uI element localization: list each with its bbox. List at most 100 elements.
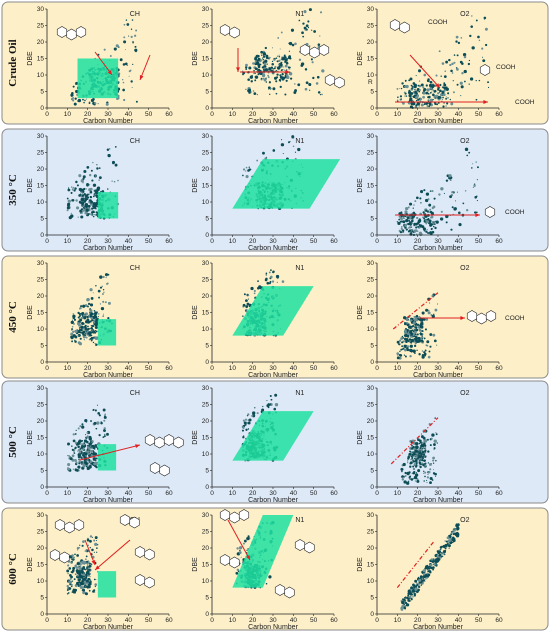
data-point [463, 55, 467, 59]
data-point [405, 604, 407, 607]
data-point [408, 226, 412, 229]
data-point [270, 398, 273, 401]
data-point [405, 600, 407, 602]
data-point [455, 523, 459, 526]
data-point [94, 193, 97, 196]
data-point [102, 313, 105, 315]
data-point [88, 564, 92, 568]
x-tick-label: 20 [414, 365, 422, 372]
data-point [297, 83, 301, 87]
y-tick-label: 0 [205, 484, 209, 491]
data-point [98, 176, 102, 180]
data-point [411, 85, 414, 88]
data-point [114, 146, 117, 148]
data-point [104, 433, 106, 435]
data-point [107, 273, 110, 276]
data-point [88, 568, 91, 572]
arrow-head [435, 83, 440, 88]
data-point [70, 97, 74, 101]
x-tick-label: 10 [64, 111, 72, 118]
data-point [459, 81, 463, 85]
data-point [407, 589, 411, 593]
x-tick-label: 60 [330, 238, 338, 245]
x-tick-label: 50 [145, 365, 153, 372]
data-point [440, 545, 443, 548]
steroid-molecule [56, 26, 87, 41]
data-point [400, 608, 403, 611]
data-point [406, 339, 408, 341]
x-tick-label: 60 [165, 238, 173, 245]
data-point [85, 320, 89, 324]
data-point [256, 59, 259, 62]
y-tick-label: 5 [205, 595, 209, 602]
data-point [71, 198, 75, 202]
highlight-region [97, 571, 117, 598]
data-point [440, 555, 443, 558]
arrow-head [246, 555, 250, 560]
data-point [103, 429, 106, 432]
data-point [406, 348, 410, 352]
data-point [285, 61, 289, 65]
data-point [440, 187, 444, 191]
data-point [242, 174, 244, 177]
data-point [423, 73, 427, 77]
data-point [429, 566, 432, 569]
data-point [418, 88, 420, 90]
data-point [474, 211, 477, 214]
y-axis-label: DBE [357, 430, 364, 445]
data-point [449, 63, 452, 67]
data-point [71, 186, 73, 188]
data-point [82, 205, 85, 208]
data-point [83, 586, 85, 588]
data-point [73, 330, 75, 332]
x-tick-label: 60 [495, 490, 503, 497]
data-point [89, 101, 91, 103]
data-point [403, 337, 407, 341]
data-point [423, 472, 425, 474]
data-point [83, 325, 85, 328]
y-axis-label: DBE [27, 51, 34, 66]
data-point [81, 454, 85, 457]
data-point [71, 591, 74, 593]
x-tick-label: 50 [145, 490, 153, 497]
data-point [435, 432, 437, 434]
data-point [483, 18, 485, 21]
data-point [86, 213, 88, 216]
data-point [432, 225, 435, 228]
row-label-1: 350 °C [7, 174, 19, 206]
y-tick-label: 0 [205, 232, 209, 239]
data-point [321, 93, 323, 96]
data-point [265, 272, 268, 275]
data-point [80, 325, 84, 329]
data-point [84, 592, 88, 596]
y-tick-label: 30 [367, 512, 375, 519]
data-point [264, 61, 267, 63]
data-point [246, 549, 248, 551]
data-point [247, 413, 250, 416]
data-point [80, 179, 84, 183]
data-point [442, 93, 446, 97]
data-point [482, 59, 486, 63]
data-point [107, 154, 111, 157]
data-point [414, 88, 416, 91]
data-point [81, 212, 84, 214]
data-point [84, 332, 87, 334]
data-point [91, 208, 94, 211]
data-point [82, 304, 86, 308]
data-point [96, 540, 98, 542]
data-point [432, 333, 436, 337]
data-point [94, 585, 96, 588]
data-point [245, 428, 248, 431]
data-point [415, 99, 418, 102]
data-point [259, 63, 262, 66]
data-point [422, 450, 424, 453]
data-point [472, 186, 475, 189]
data-point [404, 226, 407, 229]
data-point [433, 339, 437, 343]
data-point [403, 216, 405, 218]
y-tick-label: 5 [40, 595, 44, 602]
data-point [423, 439, 428, 443]
data-point [403, 354, 406, 356]
data-point [428, 471, 431, 474]
panel-title: CH [130, 390, 140, 397]
